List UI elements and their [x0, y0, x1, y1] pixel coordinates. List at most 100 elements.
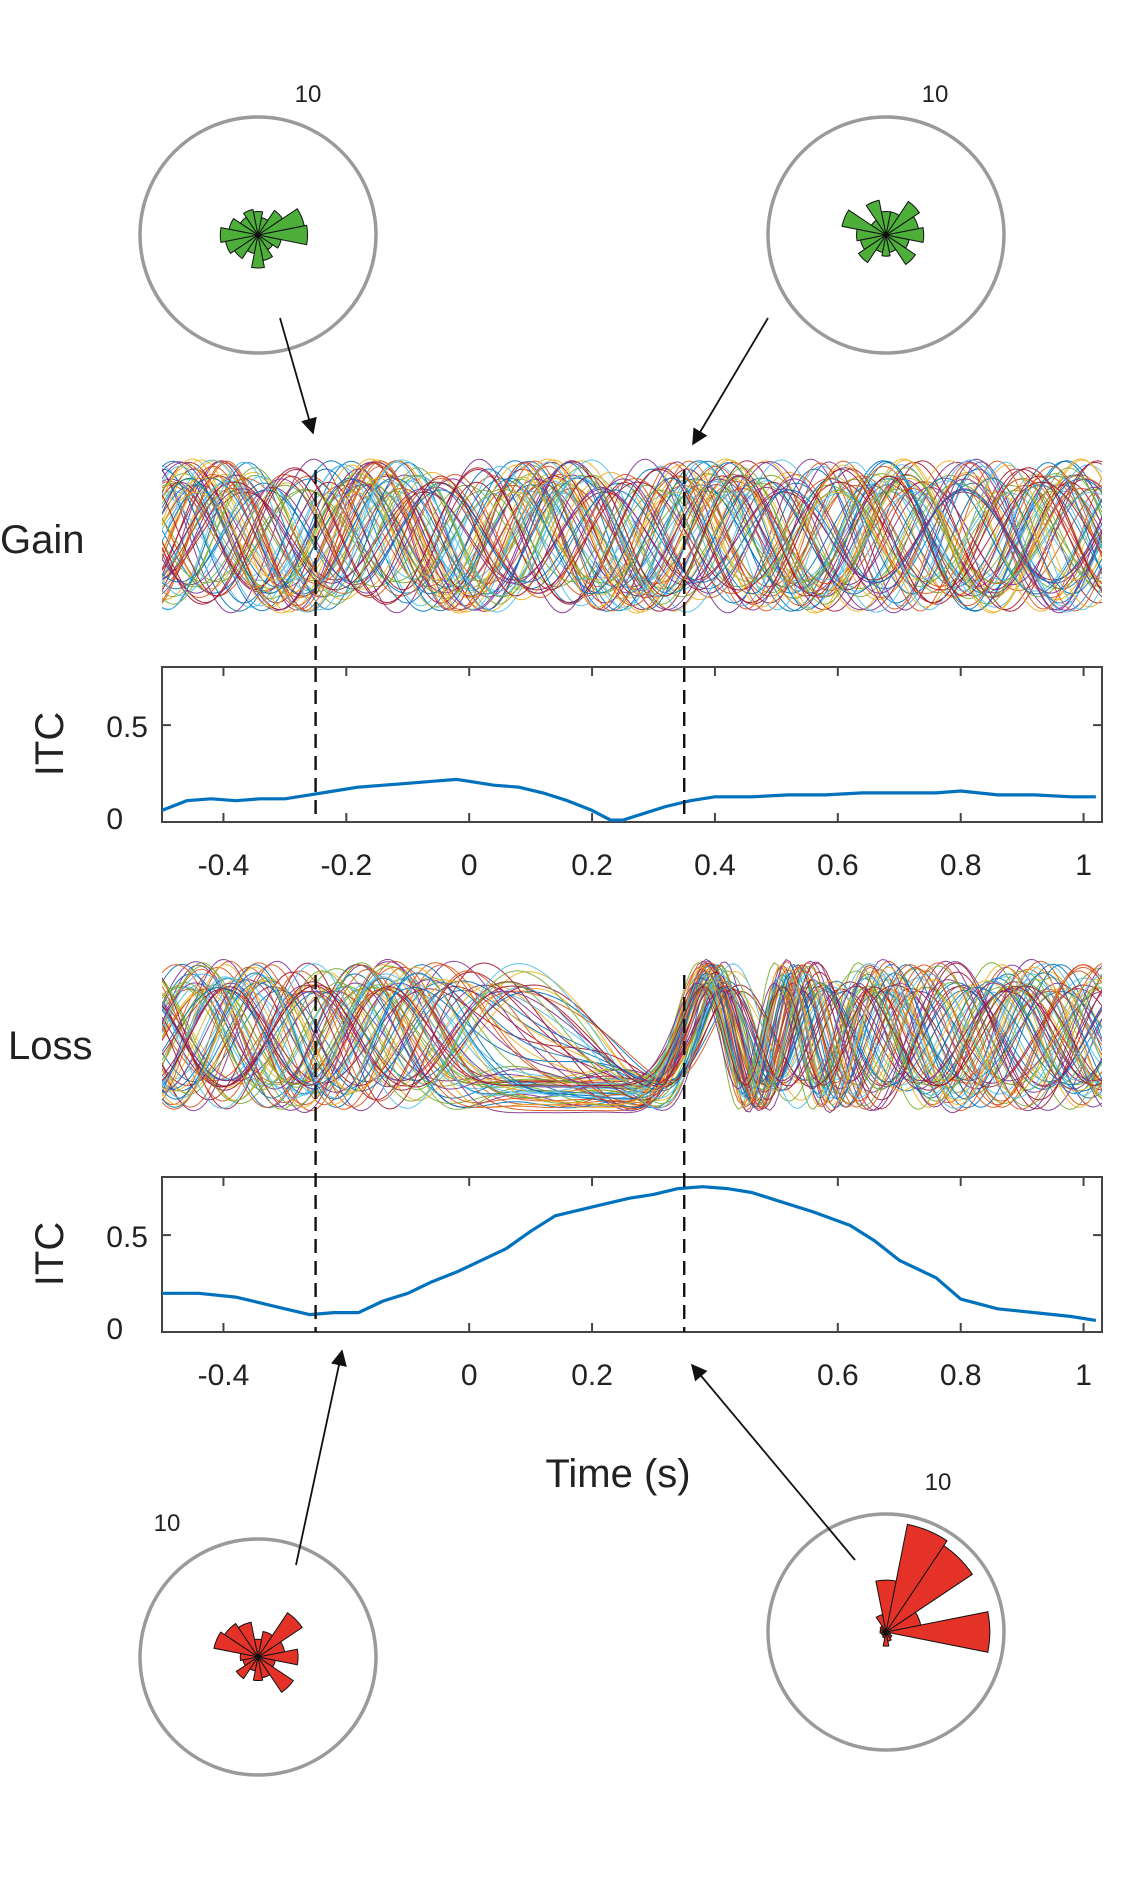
- rose-loss-late-radius: 10: [925, 1469, 952, 1496]
- rose-wedge: [225, 234, 259, 255]
- rose-wedge: [239, 1652, 259, 1662]
- gain-ytick-0.5: 0.5: [106, 711, 148, 744]
- rose-wedge: [885, 1631, 892, 1636]
- rose-wedge: [257, 224, 309, 246]
- trace-line: [162, 488, 1102, 584]
- trace-line: [162, 958, 1102, 1114]
- trace-line: [162, 475, 1102, 597]
- rose-wedge: [857, 234, 887, 264]
- trace-line: [162, 481, 1102, 591]
- trace-line: [162, 461, 1102, 611]
- rose-wedge: [257, 1630, 274, 1658]
- trace-line: [162, 966, 1102, 1106]
- trace-line: [162, 467, 1102, 605]
- xtick-label: 0: [461, 1359, 478, 1392]
- trace-line: [162, 982, 1102, 1090]
- gain-itc-plot: -0.4 -0.2 0 0.2 0.4 0.6 0.8 1: [161, 667, 1102, 882]
- trace-line: [162, 477, 1102, 595]
- loss-itc-plot: -0.4 0 0.2 0.6 0.8 1: [162, 1177, 1102, 1392]
- gain-trace-panel: [162, 458, 1102, 614]
- trace-line: [162, 960, 1102, 1112]
- trace-line: [162, 970, 1102, 1102]
- xtick-label: 0.2: [571, 849, 613, 882]
- trace-line: [162, 475, 1102, 597]
- xtick-label: 0.6: [817, 1359, 859, 1392]
- rose-loss-late: [766, 1512, 1006, 1752]
- trace-line: [162, 458, 1102, 614]
- x-axis-label: Time (s): [545, 1452, 690, 1496]
- rose-loss-early: [138, 1537, 378, 1777]
- trace-line: [162, 461, 1102, 611]
- trace-line: [162, 986, 1102, 1086]
- trace-line: [162, 973, 1102, 1099]
- rose-wedge: [257, 1656, 294, 1693]
- rose-gain-late-radius: 10: [922, 81, 949, 108]
- trace-line: [162, 980, 1102, 1092]
- xtick-label: -0.4: [198, 1359, 250, 1392]
- rose-wedge: [885, 1611, 991, 1653]
- rose-loss-early-radius: 10: [154, 1510, 181, 1537]
- gain-label: Gain: [0, 518, 85, 562]
- trace-line: [162, 482, 1102, 590]
- trace-line: [162, 962, 1102, 1110]
- xtick-label: 0.6: [817, 849, 859, 882]
- rose-wedge: [257, 1656, 276, 1668]
- rose-wedge: [885, 1523, 948, 1633]
- rose-wedge: [257, 234, 282, 249]
- trace-line: [162, 484, 1102, 588]
- rose-wedge: [233, 234, 259, 260]
- rose-wedge: [882, 1631, 890, 1647]
- loss-trace-panel: [162, 958, 1102, 1114]
- rose-gain-late: [766, 115, 1006, 355]
- trace-line: [162, 460, 1102, 612]
- rose-wedge: [841, 209, 887, 236]
- trace-line: [162, 972, 1102, 1100]
- event-markers: [314, 470, 686, 1332]
- trace-line: [162, 984, 1102, 1088]
- trace-line: [162, 489, 1102, 583]
- itc-series-line: [161, 777, 1096, 822]
- arrow-loss-early: [295, 1349, 347, 1566]
- rose-wedge: [242, 208, 259, 236]
- rose-outer-circle: [138, 1537, 378, 1777]
- rose-outer-circle: [766, 115, 1006, 355]
- trace-line: [162, 990, 1102, 1082]
- itc-series-line: [162, 1185, 1097, 1322]
- rose-wedge: [885, 200, 921, 236]
- arrow-gain-early: [279, 317, 317, 435]
- trace-line: [162, 478, 1102, 594]
- trace-line: [162, 987, 1102, 1085]
- rose-gain-early-radius: 10: [295, 81, 322, 108]
- trace-line: [162, 472, 1102, 600]
- trace-line: [162, 985, 1102, 1087]
- rose-wedge: [885, 234, 910, 249]
- arrow-gain-late: [692, 317, 769, 446]
- gain-itc-axes: [161, 666, 1103, 823]
- xtick-label: 0: [461, 849, 478, 882]
- rose-wedge: [885, 234, 917, 266]
- rose-wedge: [257, 1612, 303, 1658]
- rose-wedge: [251, 234, 265, 269]
- loss-label: Loss: [8, 1024, 93, 1068]
- xtick-label: 0.8: [940, 1359, 982, 1392]
- trace-line: [162, 491, 1102, 581]
- rose-wedge: [252, 1656, 264, 1682]
- trace-line: [162, 986, 1102, 1086]
- rose-wedge: [213, 1631, 259, 1658]
- trace-line: [162, 460, 1102, 612]
- loss-ytick-0: 0: [106, 1313, 123, 1346]
- rose-wedge: [875, 1579, 897, 1633]
- trace-line: [162, 459, 1102, 613]
- trace-line: [162, 461, 1102, 611]
- xtick-label: 1: [1075, 849, 1092, 882]
- trace-line: [162, 458, 1102, 614]
- trace-line: [162, 464, 1102, 608]
- trace-line: [162, 468, 1102, 604]
- xtick-label: -0.4: [198, 849, 250, 882]
- rose-wedge: [257, 234, 274, 262]
- trace-line: [162, 468, 1102, 604]
- trace-line: [162, 474, 1102, 598]
- xtick-label: 0.8: [940, 849, 982, 882]
- xtick-label: 1: [1075, 1359, 1092, 1392]
